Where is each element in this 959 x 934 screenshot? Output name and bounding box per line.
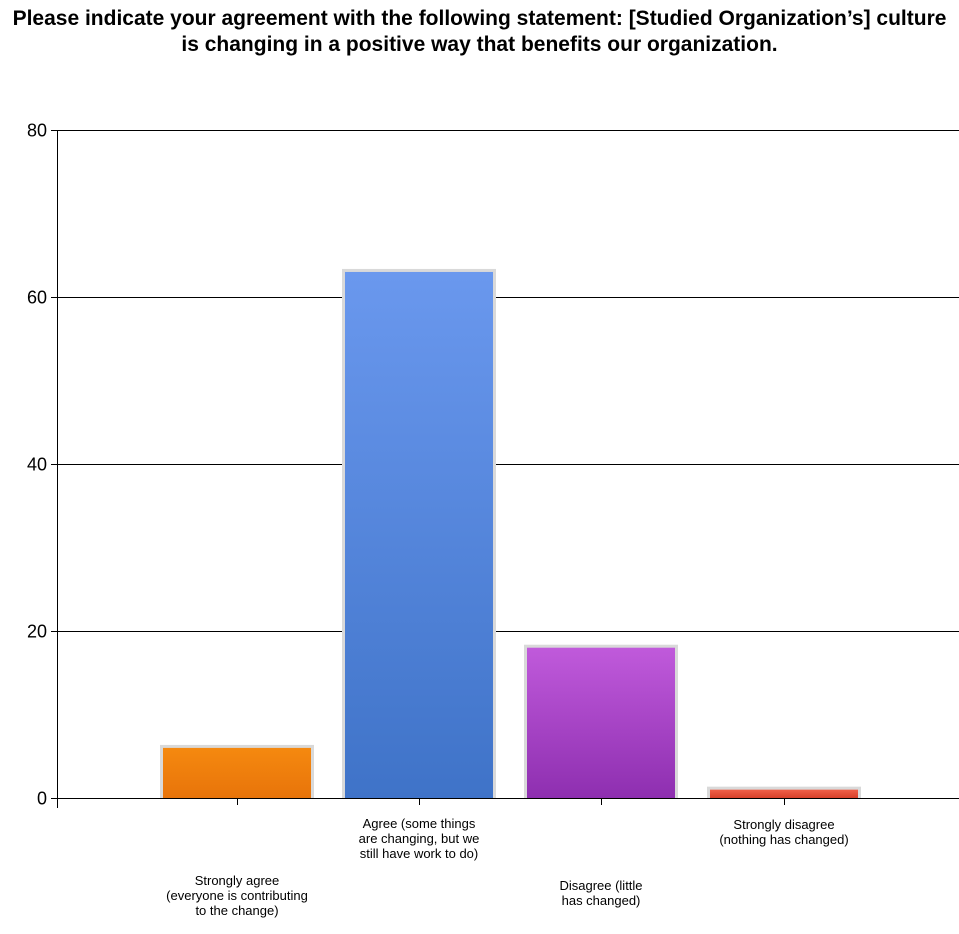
y-tick-label: 20: [27, 622, 47, 642]
bar: [710, 789, 858, 798]
y-tick-label: 80: [27, 121, 47, 141]
bar: [163, 747, 311, 798]
x-category-label: Strongly disagree (nothing has changed): [719, 817, 848, 847]
bar: [527, 647, 675, 798]
bar: [345, 271, 493, 798]
x-category-label: Disagree (little has changed): [559, 878, 642, 908]
y-tick-label: 0: [37, 789, 47, 809]
chart-title: Please indicate your agreement with the …: [12, 7, 947, 56]
x-category-label: Strongly agree (everyone is contributing t…: [166, 873, 308, 918]
bars: [160, 268, 861, 798]
y-tick-label: 40: [27, 455, 47, 475]
axes: [51, 130, 959, 808]
grid-lines: [57, 130, 959, 632]
y-tick-label: 60: [27, 288, 47, 308]
x-category-label: Agree (some things are changing, but we st…: [359, 816, 480, 861]
labels: 0 20 40 60 80 Strongly agree (everyone is cont…: [27, 121, 849, 919]
